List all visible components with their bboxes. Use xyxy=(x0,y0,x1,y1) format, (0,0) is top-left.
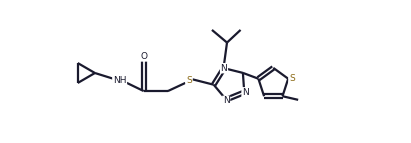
Text: N: N xyxy=(223,96,230,105)
Text: NH: NH xyxy=(113,76,126,85)
Text: N: N xyxy=(242,88,249,97)
Text: O: O xyxy=(140,52,147,61)
Text: S: S xyxy=(186,76,192,85)
Text: S: S xyxy=(289,74,295,83)
Text: N: N xyxy=(221,64,227,73)
